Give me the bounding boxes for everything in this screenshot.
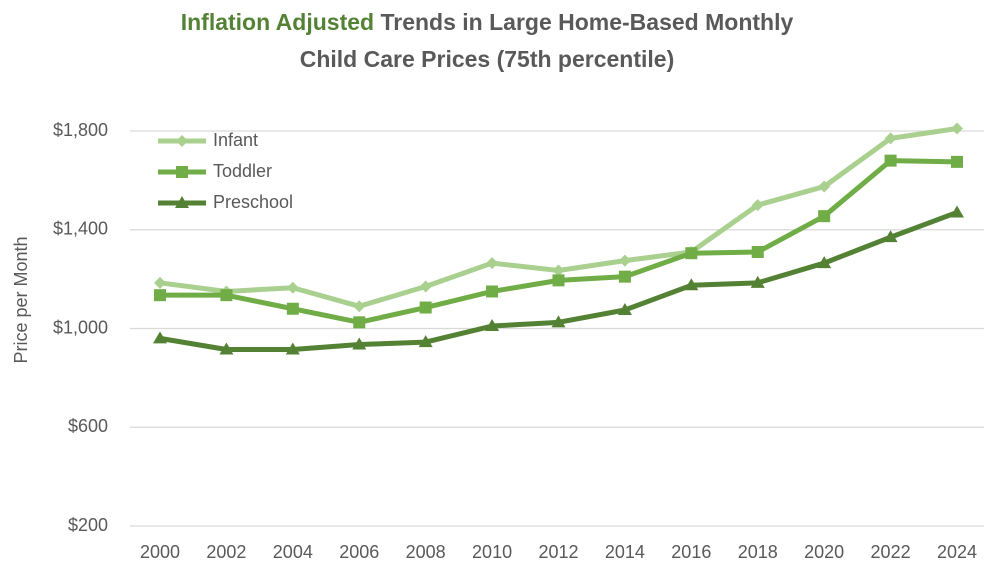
marker: [884, 154, 897, 167]
marker: [286, 302, 299, 315]
marker: [685, 247, 698, 260]
x-tick-label: 2020: [804, 542, 844, 562]
x-tick-label: 2024: [937, 542, 977, 562]
x-tick-label: 2002: [206, 542, 246, 562]
x-tick-label: 2006: [339, 542, 379, 562]
marker: [418, 335, 433, 348]
y-tick-label: $1,400: [53, 219, 108, 239]
x-tick-label: 2010: [472, 542, 512, 562]
y-axis-label: Price per Month: [11, 236, 31, 363]
marker: [751, 245, 764, 258]
marker: [951, 155, 963, 168]
marker: [286, 281, 299, 294]
legend-label: Preschool: [213, 192, 293, 212]
marker: [486, 257, 499, 270]
marker: [950, 205, 964, 218]
x-tick-label: 2018: [738, 542, 778, 562]
marker: [818, 210, 831, 223]
x-tick-label: 2000: [140, 542, 180, 562]
marker: [153, 331, 167, 344]
marker: [884, 132, 897, 145]
title-highlight: Inflation Adjusted: [181, 9, 374, 35]
y-tick-label: $1,000: [53, 317, 108, 337]
marker: [618, 254, 631, 267]
x-tick-label: 2004: [273, 542, 313, 562]
marker: [551, 315, 566, 328]
x-tick-label: 2016: [671, 542, 711, 562]
y-tick-label: $600: [68, 416, 108, 436]
marker: [352, 337, 367, 350]
marker: [154, 289, 166, 302]
legend-marker: [176, 135, 188, 147]
x-tick-label: 2012: [538, 542, 578, 562]
marker: [353, 316, 366, 329]
marker: [617, 302, 632, 315]
marker: [419, 301, 432, 314]
series-line: [160, 158, 958, 325]
legend-label: Toddler: [213, 161, 272, 181]
legend-label: Infant: [213, 130, 258, 150]
x-tick-label: 2014: [605, 542, 645, 562]
chart-title: Inflation Adjusted Trends in Large Home-…: [181, 9, 794, 35]
marker: [353, 300, 366, 313]
x-tick-label: 2022: [871, 542, 911, 562]
marker: [684, 278, 699, 291]
marker: [485, 319, 500, 332]
marker: [883, 230, 898, 243]
marker: [618, 270, 631, 283]
marker: [220, 289, 233, 302]
marker: [219, 342, 234, 355]
marker: [419, 280, 432, 293]
marker: [817, 256, 832, 269]
marker: [552, 274, 565, 287]
marker: [750, 275, 765, 288]
chart-title-line: Child Care Prices (75th percentile): [300, 46, 675, 72]
y-tick-label: $1,800: [53, 120, 108, 140]
marker: [751, 199, 764, 212]
marker: [154, 276, 166, 289]
x-tick-label: 2008: [406, 542, 446, 562]
legend-marker: [175, 196, 189, 208]
marker: [486, 285, 499, 298]
marker: [818, 180, 831, 193]
marker: [285, 342, 300, 355]
marker: [552, 264, 565, 277]
legend-marker: [176, 166, 188, 178]
title-line: Trends in Large Home-Based Monthly: [380, 9, 793, 35]
y-tick-label: $200: [68, 515, 108, 535]
marker: [951, 122, 963, 135]
